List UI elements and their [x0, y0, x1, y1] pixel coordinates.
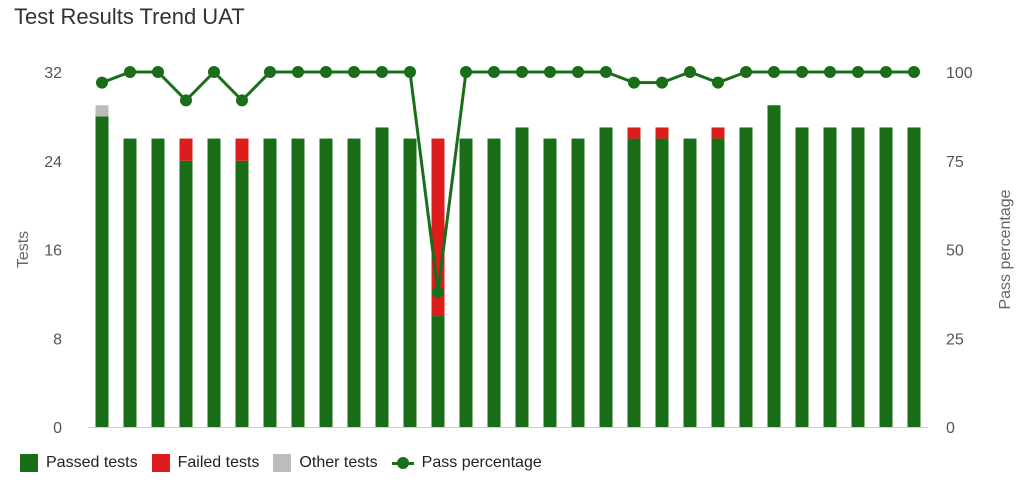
y2-tick-label: 75: [946, 154, 964, 171]
legend-swatch-other: [273, 454, 292, 472]
pass-percentage-point[interactable]: [656, 76, 668, 89]
pass-percentage-point[interactable]: [292, 66, 304, 78]
bar-failed[interactable]: [235, 138, 249, 161]
bar-passed[interactable]: [543, 138, 557, 427]
bar-passed[interactable]: [515, 127, 529, 427]
pass-percentage-point[interactable]: [488, 66, 500, 78]
bar-passed[interactable]: [235, 160, 249, 427]
pass-percentage-point[interactable]: [320, 66, 332, 78]
pass-percentage-point[interactable]: [768, 66, 780, 78]
legend-item-failed[interactable]: Failed tests: [151, 454, 260, 472]
bar-passed[interactable]: [319, 138, 333, 427]
bar-passed[interactable]: [151, 138, 165, 427]
bar-passed[interactable]: [375, 127, 389, 427]
pass-percentage-point[interactable]: [152, 66, 164, 78]
bar-passed[interactable]: [851, 127, 865, 427]
bar-passed[interactable]: [767, 105, 781, 427]
bar-series: [95, 105, 921, 427]
legend-swatch-failed: [151, 454, 170, 472]
pass-percentage-point[interactable]: [124, 66, 136, 78]
bar-failed[interactable]: [655, 127, 669, 139]
y-tick-label: 32: [44, 65, 62, 82]
chart-title: Test Results Trend UAT: [14, 4, 245, 29]
bar-passed[interactable]: [179, 160, 193, 427]
pass-percentage-point[interactable]: [908, 66, 920, 78]
bar-passed[interactable]: [431, 316, 445, 427]
bar-passed[interactable]: [627, 138, 641, 427]
legend-label-passed: Passed tests: [46, 454, 138, 471]
y2-tick-label: 100: [946, 65, 973, 82]
bar-passed[interactable]: [347, 138, 361, 427]
bar-passed[interactable]: [683, 138, 697, 427]
bar-passed[interactable]: [879, 127, 893, 427]
pass-percentage-point[interactable]: [740, 66, 752, 78]
bar-passed[interactable]: [263, 138, 277, 427]
y-tick-label: 16: [44, 243, 62, 260]
bar-passed[interactable]: [907, 127, 921, 427]
pass-percentage-point[interactable]: [600, 66, 612, 78]
pass-percentage-point[interactable]: [460, 66, 472, 78]
bar-passed[interactable]: [291, 138, 305, 427]
pass-percentage-point[interactable]: [348, 66, 360, 78]
pass-percentage-point[interactable]: [824, 66, 836, 78]
bar-failed[interactable]: [179, 138, 193, 161]
bar-passed[interactable]: [207, 138, 221, 427]
pass-percentage-point[interactable]: [264, 66, 276, 78]
y-tick-label: 0: [53, 420, 62, 437]
bar-passed[interactable]: [795, 127, 809, 427]
pass-percentage-point[interactable]: [96, 76, 108, 89]
y-axis-label: Tests: [15, 231, 32, 268]
pass-percentage-point[interactable]: [180, 94, 192, 107]
bar-failed[interactable]: [711, 127, 725, 139]
pass-percentage-point[interactable]: [516, 66, 528, 78]
bar-passed[interactable]: [123, 138, 137, 427]
pass-percentage-point[interactable]: [880, 66, 892, 78]
pass-percentage-point[interactable]: [376, 66, 388, 78]
pass-percentage-point[interactable]: [684, 66, 696, 78]
pass-percentage-point[interactable]: [236, 94, 248, 107]
y2-axis-label: Pass percentage: [997, 189, 1014, 309]
pass-percentage-point[interactable]: [544, 66, 556, 78]
legend-item-pass-percentage[interactable]: Pass percentage: [391, 454, 542, 472]
right-axis-ticks: 0 25 50 75 100: [946, 65, 973, 437]
bar-passed[interactable]: [599, 127, 613, 427]
legend-item-passed[interactable]: Passed tests: [20, 454, 138, 472]
legend-swatch-pass-percentage: [391, 454, 414, 472]
legend-label-other: Other tests: [299, 454, 378, 471]
left-axis-ticks: 0 8 16 24 32: [44, 65, 62, 437]
pass-percentage-line: [96, 66, 920, 299]
bar-passed[interactable]: [459, 138, 473, 427]
bar-passed[interactable]: [823, 127, 837, 427]
y-tick-label: 24: [44, 154, 62, 171]
pass-percentage-point[interactable]: [796, 66, 808, 78]
legend-label-pass-percentage: Pass percentage: [421, 454, 542, 471]
y2-tick-label: 0: [946, 420, 955, 437]
pass-percentage-point[interactable]: [208, 66, 220, 78]
y-tick-label: 8: [53, 331, 62, 348]
pass-percentage-point[interactable]: [852, 66, 864, 78]
bar-passed[interactable]: [487, 138, 501, 427]
y2-tick-label: 25: [946, 331, 964, 348]
pass-percentage-point[interactable]: [404, 66, 416, 78]
legend-label-failed: Failed tests: [177, 454, 260, 471]
bar-passed[interactable]: [739, 127, 753, 427]
bar-passed[interactable]: [655, 138, 669, 427]
y2-tick-label: 50: [946, 243, 964, 260]
legend-item-other[interactable]: Other tests: [273, 454, 378, 472]
bar-passed[interactable]: [403, 138, 417, 427]
legend-swatch-passed: [20, 454, 38, 472]
pass-percentage-point[interactable]: [712, 76, 724, 89]
bar-passed[interactable]: [571, 138, 585, 427]
pass-percentage-polyline: [101, 69, 914, 293]
bar-other[interactable]: [95, 105, 109, 117]
bar-passed[interactable]: [95, 116, 109, 427]
pass-percentage-point[interactable]: [432, 286, 444, 299]
pass-percentage-point[interactable]: [628, 76, 640, 89]
pass-percentage-point[interactable]: [572, 66, 584, 78]
bar-failed[interactable]: [627, 127, 641, 139]
bar-passed[interactable]: [711, 138, 725, 427]
legend: Passed tests Failed tests Other tests Pa…: [20, 454, 542, 472]
